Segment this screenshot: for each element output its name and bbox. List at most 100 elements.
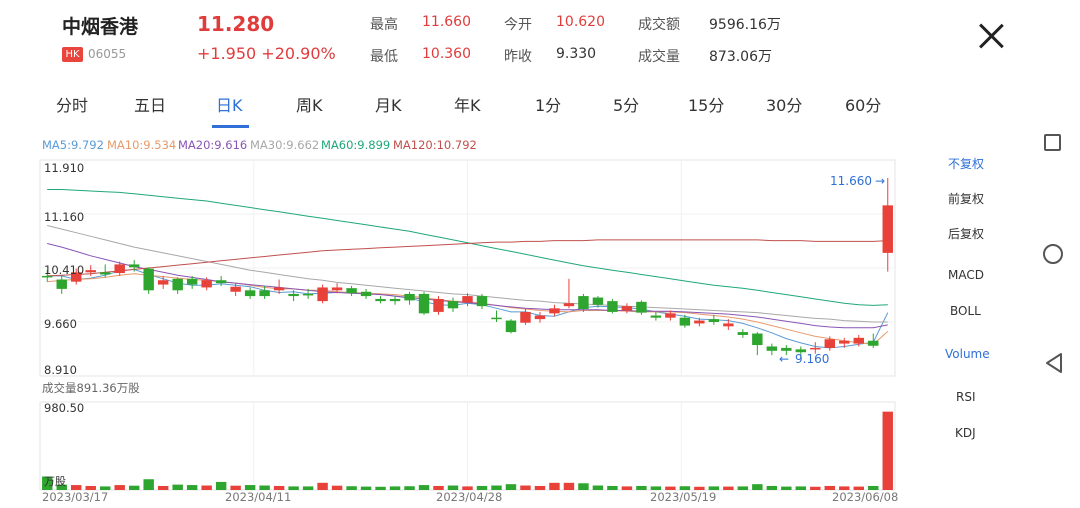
volume-bar xyxy=(418,485,430,490)
home-button[interactable] xyxy=(1043,244,1063,264)
candle-body xyxy=(752,333,763,346)
candle-body xyxy=(99,272,111,275)
volume-bar xyxy=(128,485,140,490)
low-marker-label: 9.160 xyxy=(795,352,829,366)
option-macd[interactable]: MACD xyxy=(948,268,984,282)
ma120-legend: MA120:10.792 xyxy=(393,138,477,152)
candle-body xyxy=(302,293,314,296)
option-volume[interactable]: Volume xyxy=(945,347,990,361)
volume-bar xyxy=(853,486,864,490)
candles xyxy=(42,178,893,358)
volume-bar xyxy=(462,486,473,490)
candle-body xyxy=(491,317,502,320)
y-tick-label: 8.910 xyxy=(44,363,77,377)
volume-bar xyxy=(172,484,183,490)
candle-body xyxy=(766,346,778,351)
tab-intraday[interactable]: 分时 xyxy=(56,96,89,115)
volume-bar xyxy=(810,486,821,490)
tab-monthly-k[interactable]: 月K xyxy=(375,96,402,115)
candle-body xyxy=(636,301,647,313)
volume-bar xyxy=(737,486,749,490)
volume-bar xyxy=(71,485,82,490)
tab-yearly-k[interactable]: 年K xyxy=(454,96,481,115)
candle-body xyxy=(462,296,473,303)
low-marker-arrow: ← xyxy=(779,352,789,366)
y-tick-label: 11.910 xyxy=(44,161,84,175)
option-boll[interactable]: BOLL xyxy=(950,304,981,318)
recent-apps-button[interactable] xyxy=(1044,134,1061,151)
volume-bar xyxy=(244,485,256,490)
candle-body xyxy=(186,278,198,285)
volume-label: 成交量 xyxy=(638,49,680,65)
candle-body xyxy=(433,298,444,312)
tab-30min[interactable]: 30分 xyxy=(766,96,803,115)
date-label: 2023/04/28 xyxy=(436,490,502,504)
option-backward-adjust[interactable]: 后复权 xyxy=(948,227,985,241)
volume-bar xyxy=(708,486,720,490)
volume-bar xyxy=(360,486,372,490)
ma5-legend: MA5:9.792 xyxy=(42,138,104,152)
option-no-adjust[interactable]: 不复权 xyxy=(948,157,985,171)
candle-body xyxy=(288,293,299,297)
tab-1min[interactable]: 1分 xyxy=(535,96,562,115)
ma60-legend: MA60:9.899 xyxy=(321,138,391,152)
tab-5min[interactable]: 5分 xyxy=(613,96,640,115)
candle-body xyxy=(404,293,415,301)
active-tab-indicator xyxy=(212,125,249,128)
volume-bar xyxy=(520,485,531,490)
candle-body xyxy=(476,296,488,307)
volume-bars xyxy=(42,411,893,490)
back-button[interactable] xyxy=(1044,352,1064,374)
option-kdj[interactable]: KDJ xyxy=(955,426,976,440)
volume-bar xyxy=(766,485,778,490)
tab-15min[interactable]: 15分 xyxy=(688,96,725,115)
candle-body xyxy=(85,270,96,273)
volume-bar xyxy=(317,482,328,490)
y-tick-label: 10.410 xyxy=(44,263,84,277)
volume-bar xyxy=(56,484,67,490)
volume-bar xyxy=(839,486,850,490)
volume-bar xyxy=(563,482,575,490)
volume-bar xyxy=(679,486,691,490)
open-label: 今开 xyxy=(504,17,532,33)
volume-max-label: 980.50 xyxy=(44,401,84,415)
candle-body xyxy=(824,339,836,348)
market-badge: HK xyxy=(62,47,83,62)
candle-body xyxy=(781,347,792,351)
candle-body xyxy=(114,264,125,274)
tab-60min[interactable]: 60分 xyxy=(845,96,882,115)
candle-body xyxy=(549,308,560,314)
tab-daily-k[interactable]: 日K xyxy=(216,96,243,115)
candle-body xyxy=(259,290,270,297)
candle-body xyxy=(230,286,241,292)
candle-body xyxy=(868,340,879,346)
candle-body xyxy=(607,301,618,312)
date-label: 2023/05/19 xyxy=(650,490,716,504)
ma20-legend: MA20:9.616 xyxy=(178,138,248,152)
volume-bar xyxy=(592,485,604,490)
candle-body xyxy=(56,279,67,289)
low-value: 10.360 xyxy=(422,46,471,62)
volume-bar xyxy=(621,486,633,490)
option-forward-adjust[interactable]: 前复权 xyxy=(948,192,985,206)
volume-bar xyxy=(346,486,357,490)
candle-body xyxy=(621,306,633,311)
y-tick-label: 11.160 xyxy=(44,210,84,224)
volume-bar xyxy=(42,476,53,490)
volume-bar xyxy=(868,485,879,490)
candle-body xyxy=(201,280,212,288)
candle-body xyxy=(389,298,401,302)
candle-body xyxy=(694,320,705,324)
tab-five-day[interactable]: 五日 xyxy=(134,96,167,115)
volume-bar xyxy=(578,483,589,490)
prev-close-label: 昨收 xyxy=(504,49,532,65)
high-label: 最高 xyxy=(370,17,398,33)
volume-bar xyxy=(882,411,893,490)
tab-weekly-k[interactable]: 周K xyxy=(296,96,323,115)
date-label: 2023/04/11 xyxy=(225,490,291,504)
volume-bar xyxy=(288,486,299,490)
volume-bar xyxy=(201,485,212,490)
price-change: +1.950 +20.90% xyxy=(197,44,336,63)
option-rsi[interactable]: RSI xyxy=(956,390,976,404)
